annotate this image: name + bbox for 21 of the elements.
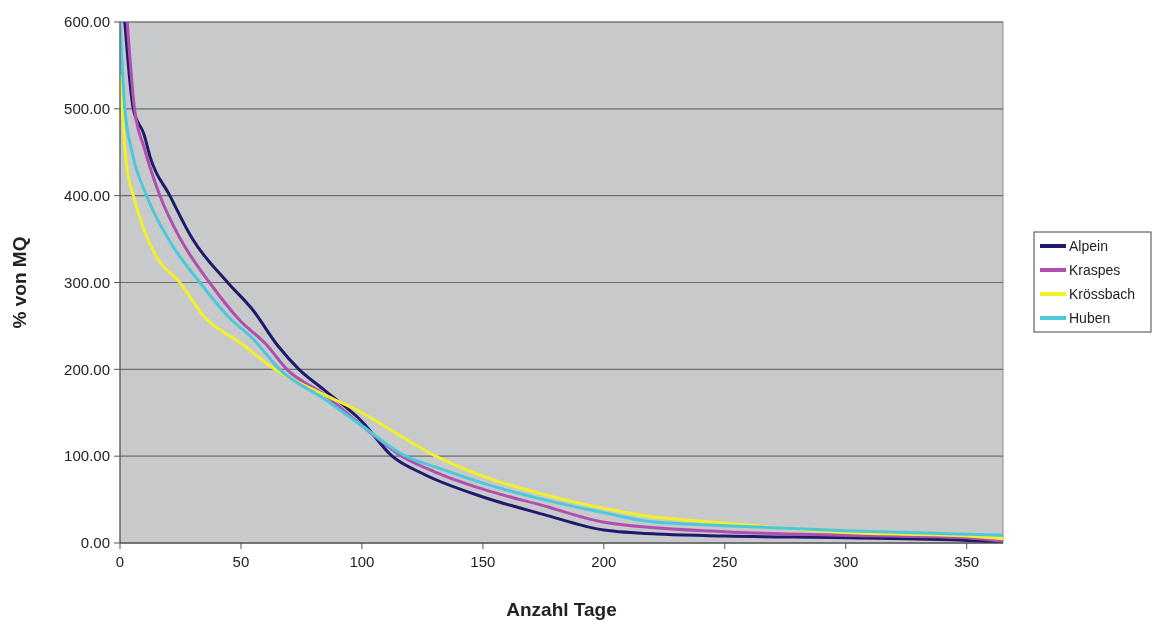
y-tick-label: 300.00 <box>64 273 110 291</box>
x-tick-label: 350 <box>954 553 980 570</box>
y-tick-label: 100.00 <box>64 447 110 465</box>
y-tick-label: 400.00 <box>64 186 110 204</box>
y-tick-label: 0.00 <box>80 534 110 552</box>
x-tick-label: 0 <box>115 553 125 570</box>
y-tick-label: 200.00 <box>64 360 110 378</box>
legend-label: Krössbach <box>1069 285 1136 302</box>
y-tick-label: 500.00 <box>64 100 110 118</box>
x-tick-label: 200 <box>591 553 617 570</box>
y-axis-title: % von MQ <box>9 236 30 329</box>
x-tick-label: 250 <box>712 553 738 570</box>
x-axis-title: Anzahl Tage <box>506 599 617 620</box>
x-tick-label: 150 <box>470 553 496 570</box>
x-tick-label: 100 <box>349 553 375 570</box>
x-tick-label: 50 <box>232 553 250 570</box>
legend-label: Huben <box>1069 309 1111 326</box>
legend-label: Kraspes <box>1069 261 1121 278</box>
legend-label: Alpein <box>1069 237 1108 254</box>
y-tick-label: 600.00 <box>64 13 110 31</box>
x-tick-label: 300 <box>833 553 859 570</box>
